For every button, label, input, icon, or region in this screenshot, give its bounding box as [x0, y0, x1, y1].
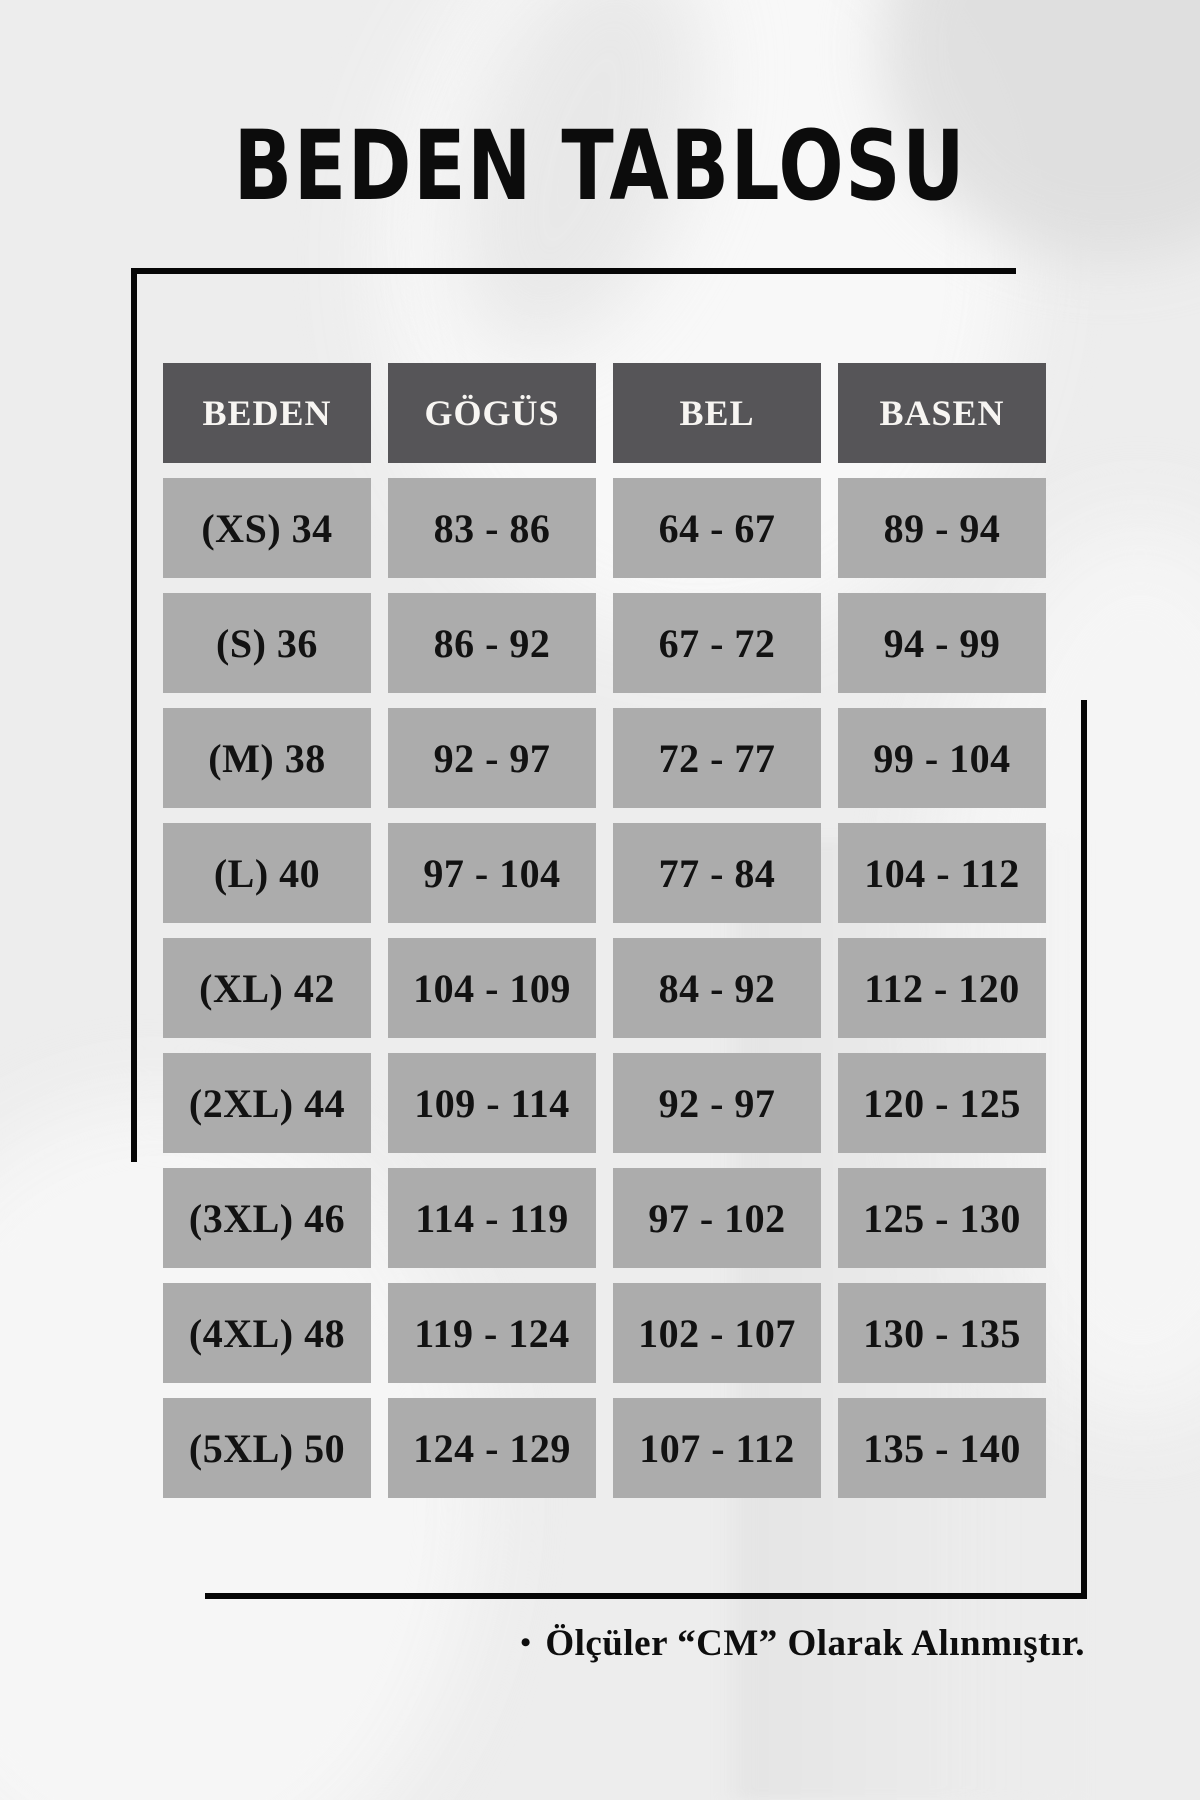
size-cell: (2XL) 44	[163, 1053, 371, 1153]
size-cell: 120 - 125	[838, 1053, 1046, 1153]
size-cell: 97 - 104	[388, 823, 596, 923]
size-cell: 119 - 124	[388, 1283, 596, 1383]
size-cell: (4XL) 48	[163, 1283, 371, 1383]
size-cell: 72 - 77	[613, 708, 821, 808]
size-cell: 104 - 109	[388, 938, 596, 1038]
size-cell: 94 - 99	[838, 593, 1046, 693]
size-cell: 109 - 114	[388, 1053, 596, 1153]
size-cell: (XS) 34	[163, 478, 371, 578]
size-cell: (3XL) 46	[163, 1168, 371, 1268]
size-cell: 104 - 112	[838, 823, 1046, 923]
column-header-gögüs: GÖGÜS	[388, 363, 596, 463]
size-cell: 125 - 130	[838, 1168, 1046, 1268]
size-cell: 92 - 97	[613, 1053, 821, 1153]
column-header-bel: BEL	[613, 363, 821, 463]
page-title: BEDEN TABLOSU	[233, 110, 967, 222]
size-cell: 102 - 107	[613, 1283, 821, 1383]
size-cell: 112 - 120	[838, 938, 1046, 1038]
corner-frame-top-left	[131, 268, 1016, 1162]
size-cell: 77 - 84	[613, 823, 821, 923]
corner-frame-bottom-right	[205, 700, 1087, 1599]
size-cell: (XL) 42	[163, 938, 371, 1038]
size-cell: 124 - 129	[388, 1398, 596, 1498]
size-table: BEDEN GÖGÜS BEL BASEN (XS) 34 83 - 86 64 - 67 8…	[163, 363, 1046, 1498]
size-cell: 64 - 67	[613, 478, 821, 578]
size-cell: 97 - 102	[613, 1168, 821, 1268]
footer-note: • Ölçüler “CM” Olarak Alınmıştır.	[520, 1622, 1085, 1665]
size-cell: 84 - 92	[613, 938, 821, 1038]
size-cell: 83 - 86	[388, 478, 596, 578]
size-cell: (M) 38	[163, 708, 371, 808]
size-cell: 114 - 119	[388, 1168, 596, 1268]
size-cell: (S) 36	[163, 593, 371, 693]
column-header-basen: BASEN	[838, 363, 1046, 463]
column-header-beden: BEDEN	[163, 363, 371, 463]
footer-note-text: Ölçüler “CM” Olarak Alınmıştır.	[545, 1623, 1085, 1664]
bullet-icon: •	[520, 1626, 532, 1659]
title-wrap: BEDEN TABLOSU	[0, 118, 1200, 214]
size-cell: (L) 40	[163, 823, 371, 923]
size-cell: 89 - 94	[838, 478, 1046, 578]
size-cell: 99 - 104	[838, 708, 1046, 808]
size-cell: 130 - 135	[838, 1283, 1046, 1383]
size-cell: (5XL) 50	[163, 1398, 371, 1498]
size-cell: 92 - 97	[388, 708, 596, 808]
size-cell: 86 - 92	[388, 593, 596, 693]
size-cell: 67 - 72	[613, 593, 821, 693]
size-cell: 135 - 140	[838, 1398, 1046, 1498]
size-cell: 107 - 112	[613, 1398, 821, 1498]
